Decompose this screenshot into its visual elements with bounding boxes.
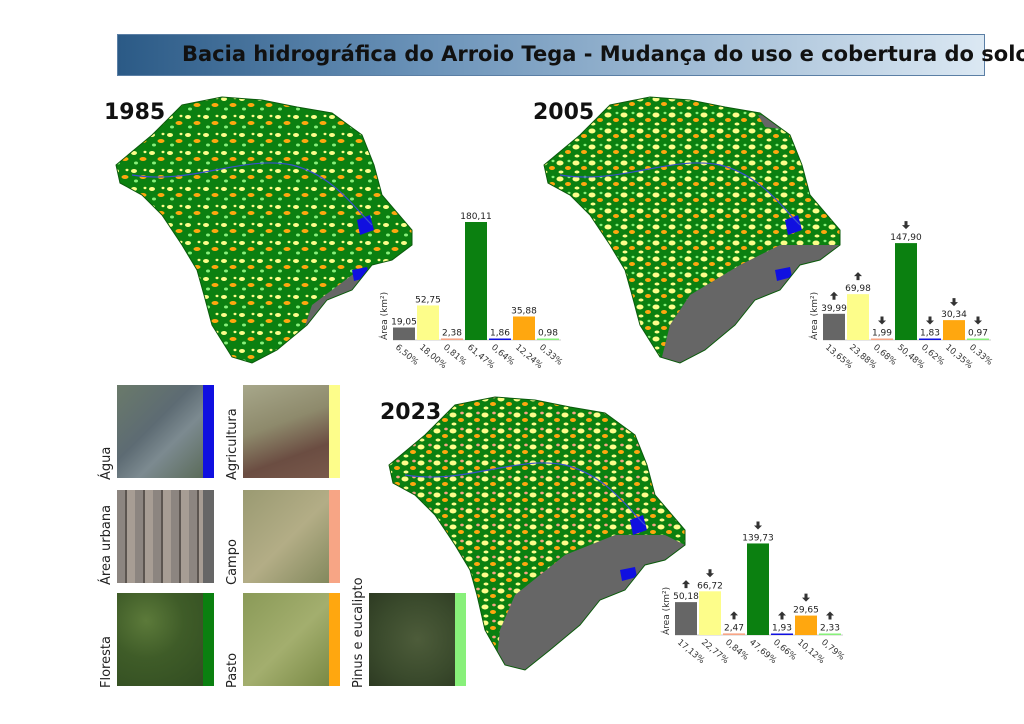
arrow-down-icon	[706, 569, 714, 578]
bar-agua	[489, 338, 511, 340]
bar-chart-2005: Área (km²) 39,9913,65%69,9823,88%1,990,68…	[808, 221, 994, 371]
year-label-2005: 2005	[533, 100, 595, 125]
legend-label-agua: Água	[99, 446, 114, 480]
arrow-down-icon	[974, 316, 982, 325]
value-label: 2,38	[442, 328, 462, 338]
legend-photo-pinus	[369, 593, 466, 686]
legend-photo-pasto	[243, 593, 340, 686]
arrow-up-icon	[730, 611, 738, 620]
arrow-up-icon	[830, 291, 838, 300]
legend-photo-agricultura	[243, 385, 340, 478]
arrow-up-icon	[778, 611, 786, 620]
value-label: 19,05	[391, 318, 417, 328]
bar-agua	[919, 338, 941, 340]
value-label: 147,90	[890, 233, 922, 243]
bar-area-urbana	[675, 602, 697, 635]
value-label: 1,83	[920, 329, 940, 339]
bar-pinus	[967, 338, 989, 340]
bar-pasto	[513, 316, 535, 340]
value-label: 2,33	[820, 623, 840, 633]
arrow-down-icon	[902, 221, 910, 230]
land-use-map-2005	[543, 96, 841, 364]
value-label: 139,73	[742, 533, 774, 543]
bar-agua	[771, 633, 793, 635]
legend-swatch-pasto	[329, 593, 340, 686]
value-label: 30,34	[941, 310, 967, 320]
legend-photo-agua	[117, 385, 214, 478]
bar-agricultura	[699, 591, 721, 635]
arrow-down-icon	[950, 298, 958, 307]
bar-pinus	[537, 338, 559, 340]
y-axis-label: Área (km²)	[660, 587, 672, 635]
bar-pinus	[819, 633, 841, 635]
bar-campo	[441, 338, 463, 340]
bar-floresta	[747, 543, 769, 635]
value-label: 52,75	[415, 295, 441, 305]
value-label: 66,72	[697, 581, 723, 591]
bar-pasto	[943, 320, 965, 340]
bar-floresta	[465, 222, 487, 340]
value-label: 50,18	[673, 592, 699, 602]
bar-campo	[871, 338, 893, 340]
value-label: 39,99	[821, 304, 847, 314]
arrow-down-icon	[754, 521, 762, 530]
value-label: 0,98	[538, 329, 558, 339]
legend-swatch-agua	[203, 385, 214, 478]
bar-campo	[723, 633, 745, 635]
legend-photo-area-urbana	[117, 490, 214, 583]
value-label: 2,47	[724, 623, 744, 633]
legend-label-campo: Campo	[225, 539, 240, 585]
legend-label-pasto: Pasto	[225, 652, 240, 688]
arrow-up-icon	[682, 580, 690, 589]
arrow-down-icon	[878, 316, 886, 325]
arrow-down-icon	[802, 593, 810, 602]
year-label-1985: 1985	[104, 100, 166, 125]
arrow-up-icon	[854, 272, 862, 281]
value-label: 180,11	[460, 212, 492, 222]
value-label: 1,99	[872, 329, 892, 339]
percent-label: 6,50%	[393, 343, 420, 368]
legend-label-floresta: Floresta	[99, 636, 114, 688]
bar-area-urbana	[823, 313, 845, 340]
legend-swatch-pinus	[455, 593, 466, 686]
value-label: 69,98	[845, 284, 871, 294]
value-label: 35,88	[511, 306, 537, 316]
legend-photo-floresta	[117, 593, 214, 686]
value-label: 29,65	[793, 606, 819, 616]
bar-floresta	[895, 243, 917, 340]
legend-swatch-floresta	[203, 593, 214, 686]
bar-pasto	[795, 615, 817, 635]
legend-label-pinus: Pinus e eucalipto	[351, 577, 366, 688]
legend-label-agricultura: Agricultura	[225, 408, 240, 480]
bar-agricultura	[847, 294, 869, 340]
page-title: Bacia hidrográfica do Arroio Tega - Muda…	[182, 42, 1024, 66]
value-label: 1,93	[772, 624, 792, 634]
y-axis-label: Área (km²)	[378, 292, 390, 340]
land-use-map-1985	[115, 96, 413, 364]
legend-label-area-urbana: Área urbana	[99, 504, 114, 585]
bar-agricultura	[417, 305, 439, 340]
arrow-down-icon	[926, 316, 934, 325]
y-axis-label: Área (km²)	[808, 292, 820, 340]
value-label: 0,97	[968, 329, 988, 339]
bar-area-urbana	[393, 327, 415, 340]
bar-chart-2023: Área (km²) 50,1817,13%66,7222,77%2,470,84…	[660, 521, 846, 666]
legend-swatch-campo	[329, 490, 340, 583]
value-label: 1,86	[490, 329, 510, 339]
legend-photo-campo	[243, 490, 340, 583]
legend-swatch-agricultura	[329, 385, 340, 478]
arrow-up-icon	[826, 611, 834, 620]
title-banner: Bacia hidrográfica do Arroio Tega - Muda…	[117, 34, 1024, 76]
year-label-2023: 2023	[380, 400, 442, 425]
bar-chart-1985: Área (km²) 19,056,50%52,7518,00%2,380,81%…	[378, 212, 564, 371]
legend-swatch-area-urbana	[203, 490, 214, 583]
